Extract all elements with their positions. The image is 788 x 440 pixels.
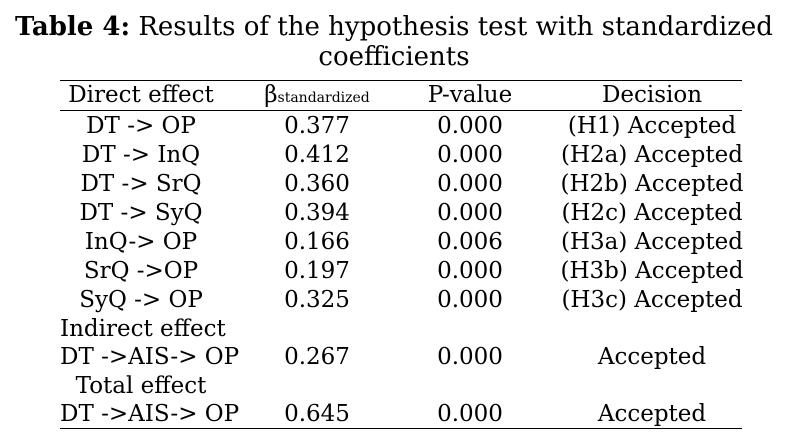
cell-decision: Accepted — [597, 401, 707, 427]
header-effect: Direct effect — [68, 82, 214, 108]
header-rule — [60, 110, 742, 111]
cell-beta: 0.377 — [284, 113, 350, 139]
header-beta: βstandardized — [262, 81, 372, 112]
cell-beta: 0.412 — [284, 142, 350, 168]
cell-pvalue: 0.000 — [437, 200, 503, 226]
cell-beta: 0.267 — [284, 344, 350, 370]
cell-effect: DT ->AIS-> OP — [60, 344, 240, 370]
cell-beta: 0.197 — [284, 258, 350, 284]
cell-beta: 0.325 — [284, 287, 350, 313]
cell-decision: (H3a) Accepted — [561, 229, 743, 255]
beta-symbol: β — [264, 82, 278, 108]
table-bottom-rule — [60, 428, 742, 429]
cell-pvalue: 0.000 — [437, 171, 503, 197]
cell-decision: (H2a) Accepted — [561, 142, 743, 168]
table-top-rule — [60, 80, 742, 81]
table-caption: Table 4: Results of the hypothesis test … — [0, 12, 788, 72]
cell-beta: 0.166 — [284, 229, 350, 255]
cell-beta: 0.645 — [284, 401, 350, 427]
caption-line-1: Table 4: Results of the hypothesis test … — [0, 12, 788, 42]
cell-pvalue: 0.000 — [437, 401, 503, 427]
caption-line-2: coefficients — [318, 42, 470, 72]
beta-subscript: standardized — [277, 90, 370, 106]
cell-effect: DT -> SrQ — [80, 171, 202, 197]
cell-pvalue: 0.000 — [437, 344, 503, 370]
header-pvalue: P-value — [427, 82, 513, 108]
cell-effect: DT -> InQ — [81, 142, 201, 168]
cell-decision: Accepted — [597, 344, 707, 370]
cell-effect: SyQ -> OP — [79, 287, 203, 313]
cell-decision: (H2c) Accepted — [561, 200, 743, 226]
cell-effect: DT ->AIS-> OP — [60, 401, 240, 427]
caption-label: Table 4: — [15, 12, 131, 42]
cell-pvalue: 0.000 — [437, 142, 503, 168]
header-decision: Decision — [601, 82, 703, 108]
cell-decision: (H3c) Accepted — [561, 287, 743, 313]
caption-text: Results of the hypothesis test with stan… — [130, 12, 773, 42]
cell-pvalue: 0.000 — [437, 113, 503, 139]
cell-pvalue: 0.006 — [437, 229, 503, 255]
cell-effect: DT -> OP — [86, 113, 196, 139]
section-label-total: Total effect — [75, 373, 207, 399]
cell-decision: (H3b) Accepted — [560, 258, 744, 284]
cell-effect: SrQ ->OP — [83, 258, 199, 284]
cell-decision: (H2b) Accepted — [560, 171, 744, 197]
cell-beta: 0.360 — [284, 171, 350, 197]
cell-effect: InQ-> OP — [84, 229, 198, 255]
cell-effect: DT -> SyQ — [79, 200, 203, 226]
cell-decision: (H1) Accepted — [567, 113, 737, 139]
cell-pvalue: 0.000 — [437, 258, 503, 284]
cell-beta: 0.394 — [284, 200, 350, 226]
section-label-indirect: Indirect effect — [60, 316, 226, 342]
cell-pvalue: 0.000 — [437, 287, 503, 313]
